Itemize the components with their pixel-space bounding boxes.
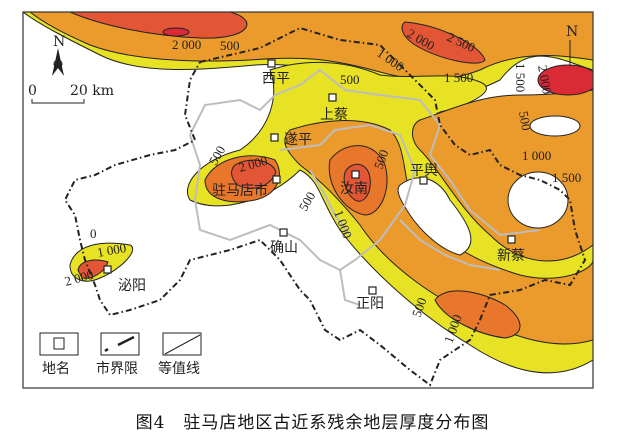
legend-label: 等值线 xyxy=(158,360,200,377)
place-labels: 西平 上蔡 遂平 驻马店市 汝南 平舆 确山 新蔡 正阳 泌阳 xyxy=(118,71,525,312)
contour-label: 2 000 xyxy=(237,153,269,175)
contour-label: 1 000 xyxy=(522,148,551,163)
zone-north-red-core xyxy=(162,27,190,37)
contour-label: 500 xyxy=(220,38,240,53)
contour-label: 0 xyxy=(90,226,97,241)
contour-label: 2 000 xyxy=(172,37,201,52)
place-label: 遂平 xyxy=(284,132,312,148)
contour-label: 500 xyxy=(371,148,392,171)
zone-zhumadian-red xyxy=(231,159,277,189)
contour-label: 500 xyxy=(340,72,360,87)
contour-label: 1 500 xyxy=(552,170,581,185)
place-label: 平舆 xyxy=(410,163,438,179)
legend-label: 地名 xyxy=(42,361,70,377)
place-label: 上蔡 xyxy=(320,107,348,123)
contour-label: 1 500 xyxy=(444,70,473,85)
place-label: 正阳 xyxy=(356,296,384,312)
zone-east-white xyxy=(529,115,581,137)
north-label-right: N xyxy=(566,24,578,40)
contour-label: 2 000 xyxy=(63,267,95,289)
contour-label: 2 000 xyxy=(535,64,555,95)
place-label: 新蔡 xyxy=(497,248,525,264)
contour-label: 500 xyxy=(296,189,319,213)
contour-label: 1 500 xyxy=(513,63,528,92)
legend: 地名 市界限 等值线 xyxy=(39,332,202,377)
north-arrow-icon: N xyxy=(52,34,65,76)
zone-east-inner-white xyxy=(507,171,569,229)
map-frame xyxy=(22,11,594,389)
place-label: 泌阳 xyxy=(118,278,146,294)
zone-se-orange xyxy=(434,290,521,339)
zone-runan-red xyxy=(343,163,371,202)
north-label: N xyxy=(53,34,65,50)
contour-label: 500 xyxy=(516,110,534,132)
zone-ne-red xyxy=(401,21,486,64)
scale-start: 0 xyxy=(28,83,37,99)
contour-label: 1 000 xyxy=(96,240,127,260)
legend-label: 市界限 xyxy=(96,360,138,377)
place-markers xyxy=(103,59,516,295)
zone-biyang-red xyxy=(77,259,109,279)
zone-north-red xyxy=(69,12,248,39)
zone-east-red xyxy=(537,64,593,96)
place-label: 汝南 xyxy=(340,181,368,197)
square-marker-icon xyxy=(53,337,65,350)
scale-end: 20 km xyxy=(70,83,114,99)
scale-bar: 0 20 km xyxy=(28,83,114,104)
place-label: 驻马店市 xyxy=(212,182,268,199)
contour-line-icon xyxy=(164,334,201,355)
figure-caption: 图4 驻马店地区古近系残余地层厚度分布图 xyxy=(135,413,490,433)
place-label: 西平 xyxy=(262,71,290,87)
place-label: 确山 xyxy=(270,240,298,256)
contour-label: 500 xyxy=(409,296,430,319)
county-borders xyxy=(189,68,541,306)
dash-dot-line-icon xyxy=(104,335,135,353)
north-arrow-right-icon: N xyxy=(566,24,578,66)
